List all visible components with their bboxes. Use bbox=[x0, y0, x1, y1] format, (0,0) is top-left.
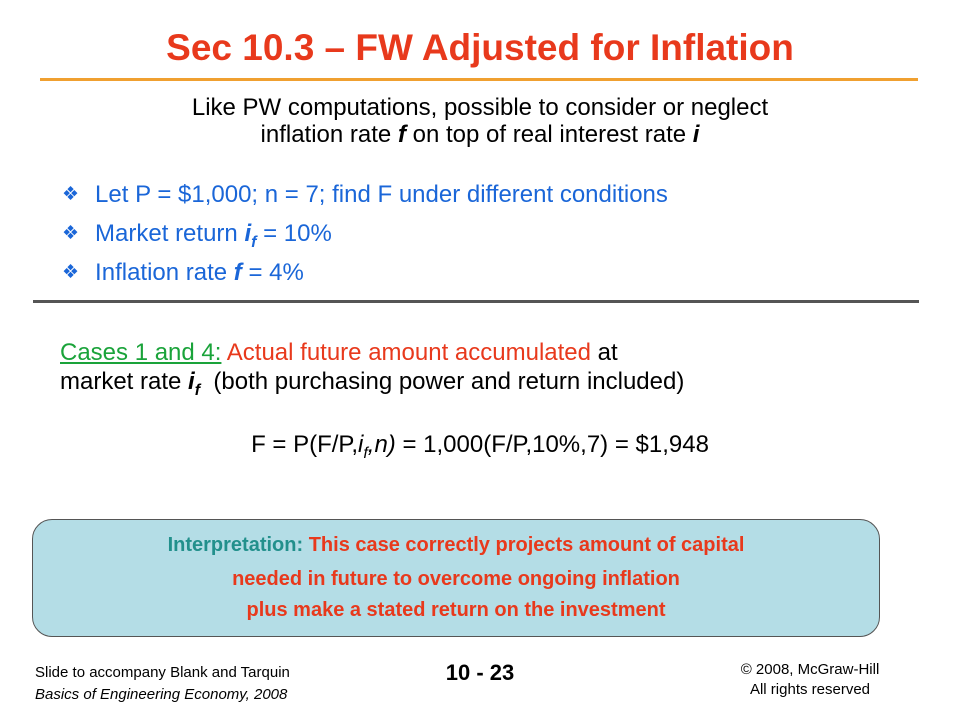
slide-title: Sec 10.3 – FW Adjusted for Inflation bbox=[166, 27, 794, 68]
bullet-item-conditions: ❖ Let P = $1,000; n = 7; find F under dif… bbox=[62, 181, 668, 208]
footer-credit-line-1: Slide to accompany Blank and Tarquin bbox=[35, 664, 290, 681]
copyright-line-2: All rights reserved bbox=[749, 681, 871, 698]
title-underline bbox=[40, 78, 918, 81]
diamond-bullet-icon: ❖ bbox=[62, 262, 80, 283]
case-description-line-2: market rate if (both purchasing power an… bbox=[60, 368, 685, 399]
interpretation-label: Interpretation: bbox=[167, 534, 304, 556]
bullet-item-market-return: ❖ Market return if = 10% bbox=[62, 220, 332, 251]
case-description-line-1: Cases 1 and 4: Actual future amount accu… bbox=[60, 339, 618, 366]
interpretation-line-2: needed in future to overcome ongoing inf… bbox=[232, 568, 680, 590]
intro-line-2: inflation rate f on top of real interest… bbox=[260, 121, 700, 148]
diamond-bullet-icon: ❖ bbox=[62, 223, 80, 244]
intro-line-1: Like PW computations, possible to consid… bbox=[191, 94, 769, 121]
interpretation-box bbox=[32, 519, 880, 637]
bullet-item-inflation-rate: ❖ Inflation rate f = 4% bbox=[62, 259, 304, 286]
case-label: Cases 1 and 4: bbox=[60, 339, 222, 366]
interpretation-line-3: plus make a stated return on the investm… bbox=[246, 599, 666, 621]
diamond-bullet-icon: ❖ bbox=[62, 184, 80, 205]
interpretation-line-1: Interpretation: This case correctly proj… bbox=[167, 534, 745, 556]
footer-credit-line-2: Basics of Engineering Economy, 2008 bbox=[35, 686, 288, 703]
section-divider bbox=[33, 300, 919, 303]
formula: F = P(F/P,if,n) = 1,000(F/P,10%,7) = $1,… bbox=[251, 431, 709, 462]
copyright-line-1: © 2008, McGraw-Hill bbox=[740, 661, 880, 678]
slide-number: 10 - 23 bbox=[445, 660, 515, 685]
